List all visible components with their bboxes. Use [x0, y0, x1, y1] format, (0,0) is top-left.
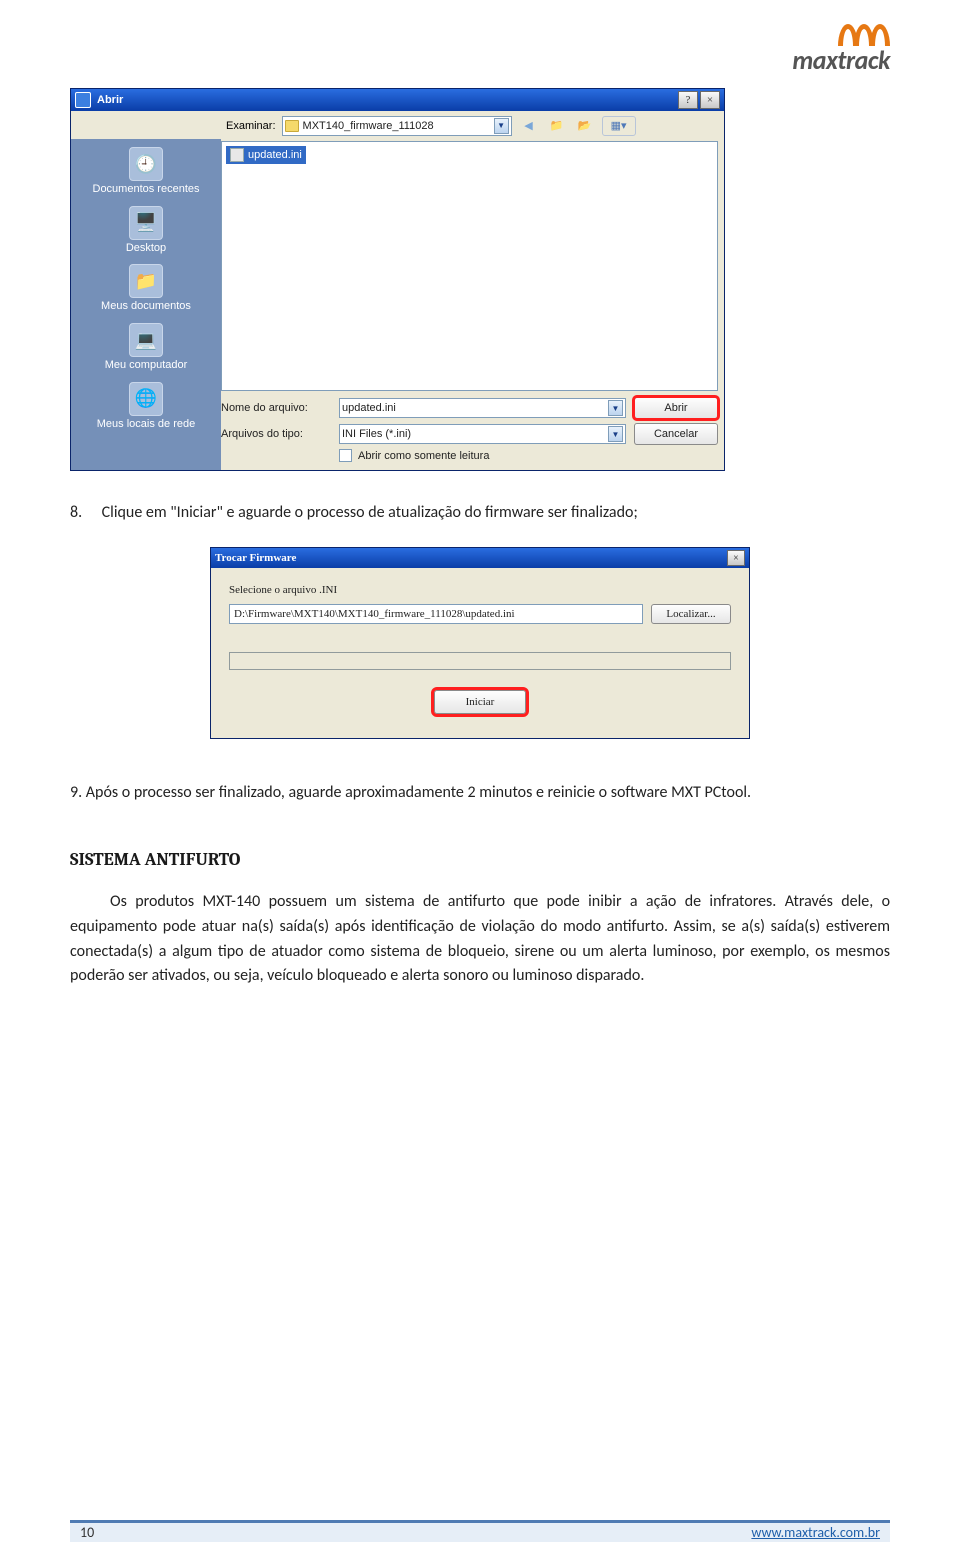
- file-item-selected[interactable]: updated.ini: [226, 146, 306, 164]
- step-9-text: 9. Após o processo ser finalizado, aguar…: [70, 781, 890, 805]
- filetype-label: Arquivos do tipo:: [221, 428, 331, 440]
- logo-arcs-icon: [838, 18, 890, 46]
- help-button[interactable]: ?: [678, 91, 698, 109]
- filename-input[interactable]: updated.ini ▼: [339, 398, 626, 418]
- brand-logo: maxtrack: [792, 18, 890, 72]
- mynet-icon: 🌐: [129, 382, 163, 416]
- firmware-titlebar: Trocar Firmware ×: [211, 548, 749, 568]
- step-8-text: 8. Clique em "Iniciar" e aguarde o proce…: [70, 501, 890, 525]
- close-button[interactable]: ×: [727, 550, 745, 566]
- filetype-value: INI Files (*.ini): [342, 428, 411, 440]
- browse-button[interactable]: Localizar...: [651, 604, 731, 624]
- file-item-label: updated.ini: [248, 149, 302, 161]
- recent-icon: 🕘: [129, 147, 163, 181]
- select-ini-label: Selecione o arquivo .INI: [229, 584, 731, 596]
- place-mynet[interactable]: 🌐 Meus locais de rede: [75, 378, 217, 435]
- place-recent[interactable]: 🕘 Documentos recentes: [75, 143, 217, 200]
- logo-text: maxtrack: [792, 49, 890, 72]
- mycomp-icon: 💻: [129, 323, 163, 357]
- up-folder-button[interactable]: 📁: [546, 116, 568, 136]
- close-button[interactable]: ×: [700, 91, 720, 109]
- ini-file-icon: [230, 148, 244, 162]
- dialog-titlebar: Abrir ? ×: [71, 89, 724, 111]
- dialog-toolbar: Examinar: MXT140_firmware_111028 ▼ ◀ 📁 📂…: [71, 111, 724, 139]
- filename-label: Nome do arquivo:: [221, 402, 331, 414]
- mydocs-icon: 📁: [129, 264, 163, 298]
- chevron-down-icon[interactable]: ▼: [608, 400, 623, 416]
- firmware-dialog: Trocar Firmware × Selecione o arquivo .I…: [210, 547, 750, 739]
- dialog-title: Abrir: [97, 94, 676, 106]
- page-number: 10: [80, 1524, 94, 1541]
- step-8-number: 8.: [70, 501, 98, 525]
- progress-bar: [229, 652, 731, 670]
- chevron-down-icon[interactable]: ▼: [608, 426, 623, 442]
- page-footer: 10 www.maxtrack.com.br: [70, 1520, 890, 1542]
- examine-label: Examinar:: [226, 120, 276, 132]
- folder-name: MXT140_firmware_111028: [303, 120, 490, 132]
- place-mycomp[interactable]: 💻 Meu computador: [75, 319, 217, 376]
- cancel-button[interactable]: Cancelar: [634, 423, 718, 445]
- open-file-dialog: Abrir ? × Examinar: MXT140_firmware_1110…: [70, 88, 725, 471]
- start-button[interactable]: Iniciar: [434, 690, 526, 714]
- back-button[interactable]: ◀: [518, 116, 540, 136]
- views-button[interactable]: ▦▾: [602, 116, 636, 136]
- file-list[interactable]: updated.ini: [221, 141, 718, 391]
- readonly-checkbox[interactable]: [339, 449, 352, 462]
- ini-path-input[interactable]: D:\Firmware\MXT140\MXT140_firmware_11102…: [229, 604, 643, 624]
- new-folder-button[interactable]: 📂: [574, 116, 596, 136]
- readonly-label: Abrir como somente leitura: [358, 450, 489, 462]
- ini-path-value: D:\Firmware\MXT140\MXT140_firmware_11102…: [234, 608, 515, 620]
- folder-combo[interactable]: MXT140_firmware_111028 ▼: [282, 116, 512, 136]
- place-mydocs[interactable]: 📁 Meus documentos: [75, 260, 217, 317]
- section-title-antifurto: SISTEMA ANTIFURTO: [70, 849, 890, 870]
- open-button[interactable]: Abrir: [634, 397, 718, 419]
- footer-site-link[interactable]: www.maxtrack.com.br: [751, 1524, 880, 1541]
- places-bar: 🕘 Documentos recentes 🖥️ Desktop 📁 Meus …: [71, 139, 221, 470]
- filetype-combo[interactable]: INI Files (*.ini) ▼: [339, 424, 626, 444]
- antifurto-paragraph: Os produtos MXT-140 possuem um sistema d…: [70, 890, 890, 989]
- dialog-icon: [75, 92, 91, 108]
- filename-value: updated.ini: [342, 402, 396, 414]
- place-desktop[interactable]: 🖥️ Desktop: [75, 202, 217, 259]
- chevron-down-icon[interactable]: ▼: [494, 118, 509, 134]
- folder-icon: [285, 120, 299, 132]
- firmware-title: Trocar Firmware: [215, 552, 727, 564]
- step-9-number: 9.: [70, 783, 82, 802]
- desktop-icon: 🖥️: [129, 206, 163, 240]
